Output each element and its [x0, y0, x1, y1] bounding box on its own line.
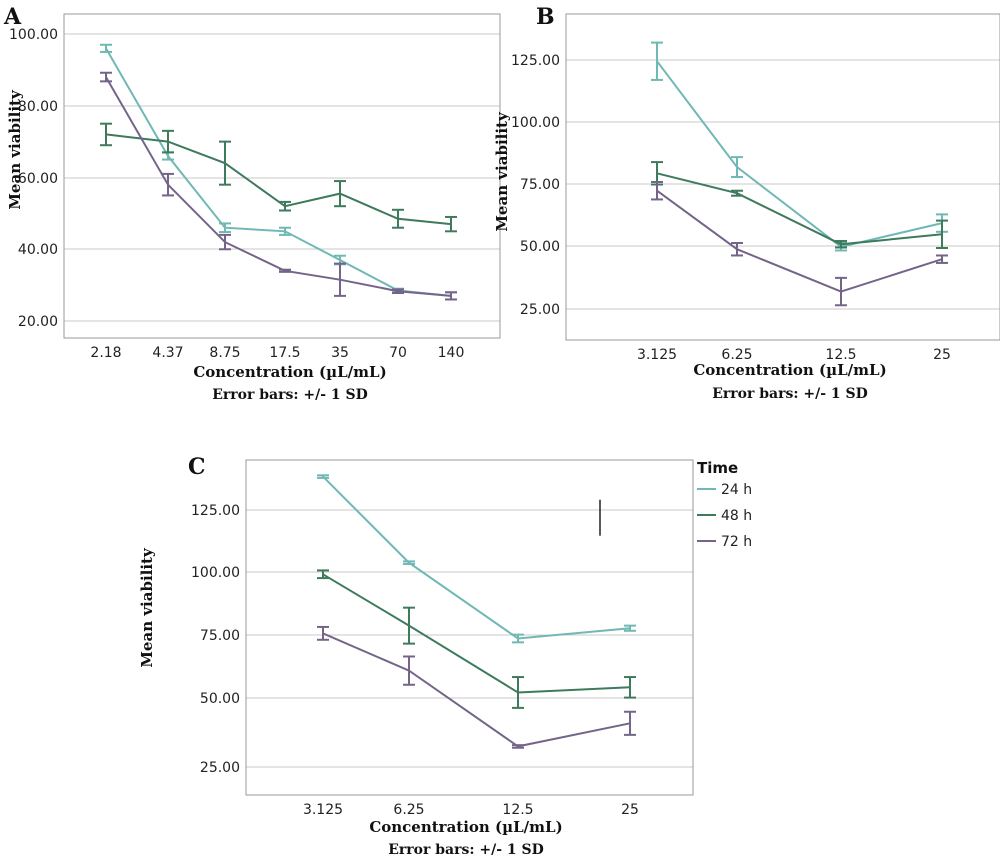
y-tick-label: 125.00 — [511, 53, 560, 69]
series-line — [656, 60, 943, 248]
plot-frame — [565, 13, 1000, 341]
panel-letter: C — [188, 454, 206, 480]
series-line — [105, 76, 452, 297]
error-bar-note: Error bars: +/- 1 SD — [388, 842, 544, 858]
series-48h — [651, 161, 948, 249]
series-line — [656, 189, 943, 293]
plot-frame — [63, 13, 501, 339]
x-tick-label: 140 — [438, 345, 465, 361]
x-tick-label: 25 — [621, 802, 639, 818]
x-axis-label: Concentration (µL/mL) — [193, 363, 386, 381]
legend: Time 24 h 48 h 72 h — [697, 459, 752, 550]
series-72h — [317, 625, 636, 749]
series-48h — [100, 122, 457, 233]
y-axis-label: Mean viability — [6, 89, 24, 210]
series-line — [105, 47, 452, 297]
series-24h — [100, 43, 457, 301]
series-24h — [317, 474, 636, 644]
chart-panel-b: 25.00 50.00 75.00 100.00 125.00 3.125 6.25 12.5… — [493, 4, 1000, 402]
x-tick-label: 6.25 — [721, 347, 752, 363]
y-tick-label: 60.00 — [18, 171, 58, 187]
x-tick-label: 2.18 — [90, 345, 121, 361]
x-tick-label: 35 — [331, 345, 349, 361]
y-tick-label: 25.00 — [200, 760, 240, 776]
x-tick-label: 12.5 — [825, 347, 856, 363]
y-tick-label: 100.00 — [191, 565, 240, 581]
legend-entry: 48 h — [721, 508, 752, 524]
series-line — [322, 632, 631, 748]
series-48h — [317, 569, 636, 709]
legend-entry: 24 h — [721, 482, 752, 498]
y-tick-label: 50.00 — [200, 691, 240, 707]
y-tick-label: 75.00 — [200, 628, 240, 644]
legend-title: Time — [697, 459, 738, 477]
series-line — [656, 172, 943, 246]
x-axis-label: Concentration (µL/mL) — [369, 818, 562, 836]
series-line — [322, 475, 631, 640]
legend-entry: 72 h — [721, 534, 752, 550]
series-72h — [100, 71, 457, 301]
x-tick-label: 3.125 — [637, 347, 677, 363]
y-tick-label: 40.00 — [18, 242, 58, 258]
x-tick-label: 70 — [389, 345, 407, 361]
y-tick-label: 125.00 — [191, 503, 240, 519]
series-line — [322, 573, 631, 694]
error-bar-note: Error bars: +/- 1 SD — [212, 387, 368, 403]
y-tick-label: 100.00 — [9, 27, 58, 43]
panel-letter: A — [3, 4, 22, 30]
x-tick-label: 8.75 — [209, 345, 240, 361]
chart-panel-a: 20.00 40.00 60.00 80.00 100.00 2.18 4.37 8.75 17… — [3, 4, 501, 403]
y-axis-label: Mean viability — [138, 547, 156, 668]
x-tick-label: 25 — [933, 347, 951, 363]
y-tick-label: 50.00 — [520, 239, 560, 255]
y-tick-label: 100.00 — [511, 115, 560, 131]
chart-panel-c: 25.00 50.00 75.00 100.00 125.00 3.125 6.25 12.5… — [138, 454, 694, 858]
panel-letter: B — [536, 4, 555, 30]
y-tick-label: 25.00 — [520, 302, 560, 318]
x-tick-label: 4.37 — [152, 345, 183, 361]
y-tick-label: 80.00 — [18, 99, 58, 115]
series-72h — [651, 181, 948, 307]
x-tick-label: 17.5 — [269, 345, 300, 361]
x-tick-label: 12.5 — [502, 802, 533, 818]
plot-frame — [245, 459, 694, 796]
y-axis-label: Mean viability — [493, 111, 511, 232]
x-axis-label: Concentration (µL/mL) — [693, 361, 886, 379]
y-tick-label: 20.00 — [18, 314, 58, 330]
y-tick-label: 75.00 — [520, 177, 560, 193]
x-tick-label: 6.25 — [393, 802, 424, 818]
x-tick-label: 3.125 — [303, 802, 343, 818]
error-bar-note: Error bars: +/- 1 SD — [712, 386, 868, 402]
